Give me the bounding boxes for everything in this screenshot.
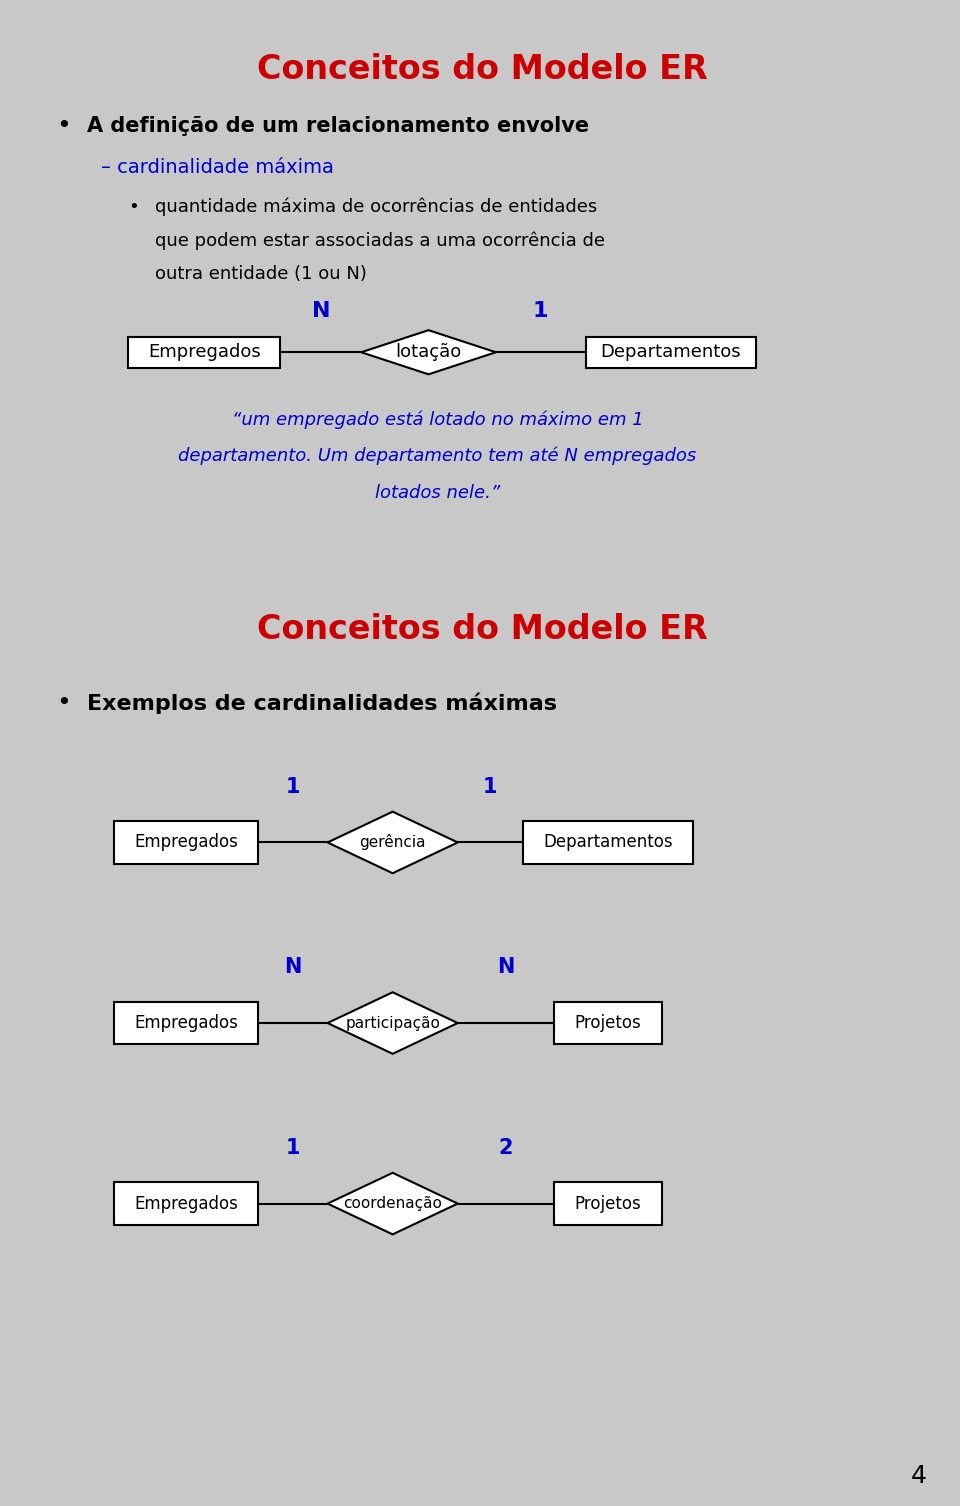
Text: 2: 2 [498,1139,514,1158]
Polygon shape [327,812,458,873]
Text: “um empregado está lotado no máximo em 1: “um empregado está lotado no máximo em 1 [231,411,643,429]
FancyBboxPatch shape [114,821,258,864]
Text: •: • [56,691,71,715]
Text: quantidade máxima de ocorrências de entidades: quantidade máxima de ocorrências de enti… [155,197,597,215]
Polygon shape [327,1173,458,1235]
Text: Empregados: Empregados [134,1194,238,1212]
Text: N: N [284,958,301,977]
Text: lotados nele.”: lotados nele.” [375,483,500,501]
Text: 4: 4 [910,1464,926,1488]
FancyBboxPatch shape [523,821,693,864]
Text: Projetos: Projetos [575,1194,641,1212]
Text: departamento. Um departamento tem até N empregados: departamento. Um departamento tem até N … [179,447,697,465]
Text: coordenação: coordenação [344,1196,442,1211]
Text: participação: participação [346,1015,440,1030]
Text: outra entidade (1 ou N): outra entidade (1 ou N) [155,265,367,283]
Text: Projetos: Projetos [575,1014,641,1032]
Text: •: • [56,114,71,139]
FancyBboxPatch shape [114,1001,258,1044]
Text: N: N [497,958,515,977]
FancyBboxPatch shape [586,337,756,367]
FancyBboxPatch shape [554,1182,662,1224]
FancyBboxPatch shape [128,337,280,367]
Text: Departamentos: Departamentos [543,833,673,851]
Text: Conceitos do Modelo ER: Conceitos do Modelo ER [257,613,708,646]
Text: 1: 1 [483,777,497,797]
FancyBboxPatch shape [114,1182,258,1224]
Text: que podem estar associadas a uma ocorrência de: que podem estar associadas a uma ocorrên… [155,232,605,250]
Text: Empregados: Empregados [134,833,238,851]
Polygon shape [327,992,458,1054]
Text: 1: 1 [533,301,548,321]
Text: gerência: gerência [359,834,426,851]
Text: Empregados: Empregados [134,1014,238,1032]
Text: Conceitos do Modelo ER: Conceitos do Modelo ER [257,53,708,86]
Text: Empregados: Empregados [148,343,260,361]
Text: A definição de um relacionamento envolve: A definição de um relacionamento envolve [87,116,589,136]
Text: 1: 1 [285,777,300,797]
Text: Departamentos: Departamentos [601,343,741,361]
Text: N: N [312,301,330,321]
Text: – cardinalidade máxima: – cardinalidade máxima [101,158,334,178]
Polygon shape [361,330,496,375]
Text: Exemplos de cardinalidades máximas: Exemplos de cardinalidades máximas [87,693,558,714]
FancyBboxPatch shape [554,1001,662,1044]
Text: 1: 1 [285,1139,300,1158]
Text: lotação: lotação [396,343,462,361]
Text: •: • [128,197,138,215]
